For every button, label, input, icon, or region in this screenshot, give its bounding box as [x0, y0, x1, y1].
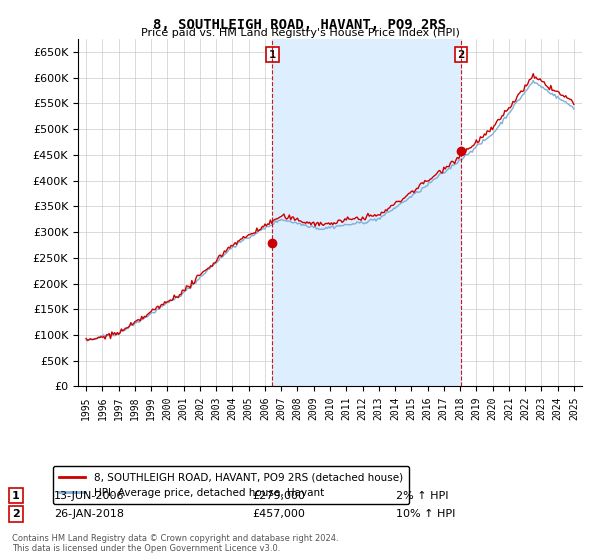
Text: 8, SOUTHLEIGH ROAD, HAVANT, PO9 2RS: 8, SOUTHLEIGH ROAD, HAVANT, PO9 2RS: [154, 18, 446, 32]
Text: 2: 2: [458, 50, 465, 60]
Text: Contains HM Land Registry data © Crown copyright and database right 2024.: Contains HM Land Registry data © Crown c…: [12, 534, 338, 543]
Text: 2% ↑ HPI: 2% ↑ HPI: [396, 491, 449, 501]
Text: 10% ↑ HPI: 10% ↑ HPI: [396, 509, 455, 519]
Text: Price paid vs. HM Land Registry's House Price Index (HPI): Price paid vs. HM Land Registry's House …: [140, 28, 460, 38]
Text: This data is licensed under the Open Government Licence v3.0.: This data is licensed under the Open Gov…: [12, 544, 280, 553]
Text: 1: 1: [269, 50, 276, 60]
Legend: 8, SOUTHLEIGH ROAD, HAVANT, PO9 2RS (detached house), HPI: Average price, detach: 8, SOUTHLEIGH ROAD, HAVANT, PO9 2RS (det…: [53, 466, 409, 504]
Text: 13-JUN-2006: 13-JUN-2006: [54, 491, 125, 501]
Text: £279,000: £279,000: [252, 491, 305, 501]
Text: 1: 1: [12, 491, 20, 501]
Text: 2: 2: [12, 509, 20, 519]
Bar: [272, 39, 461, 386]
Text: 26-JAN-2018: 26-JAN-2018: [54, 509, 124, 519]
Text: £457,000: £457,000: [252, 509, 305, 519]
